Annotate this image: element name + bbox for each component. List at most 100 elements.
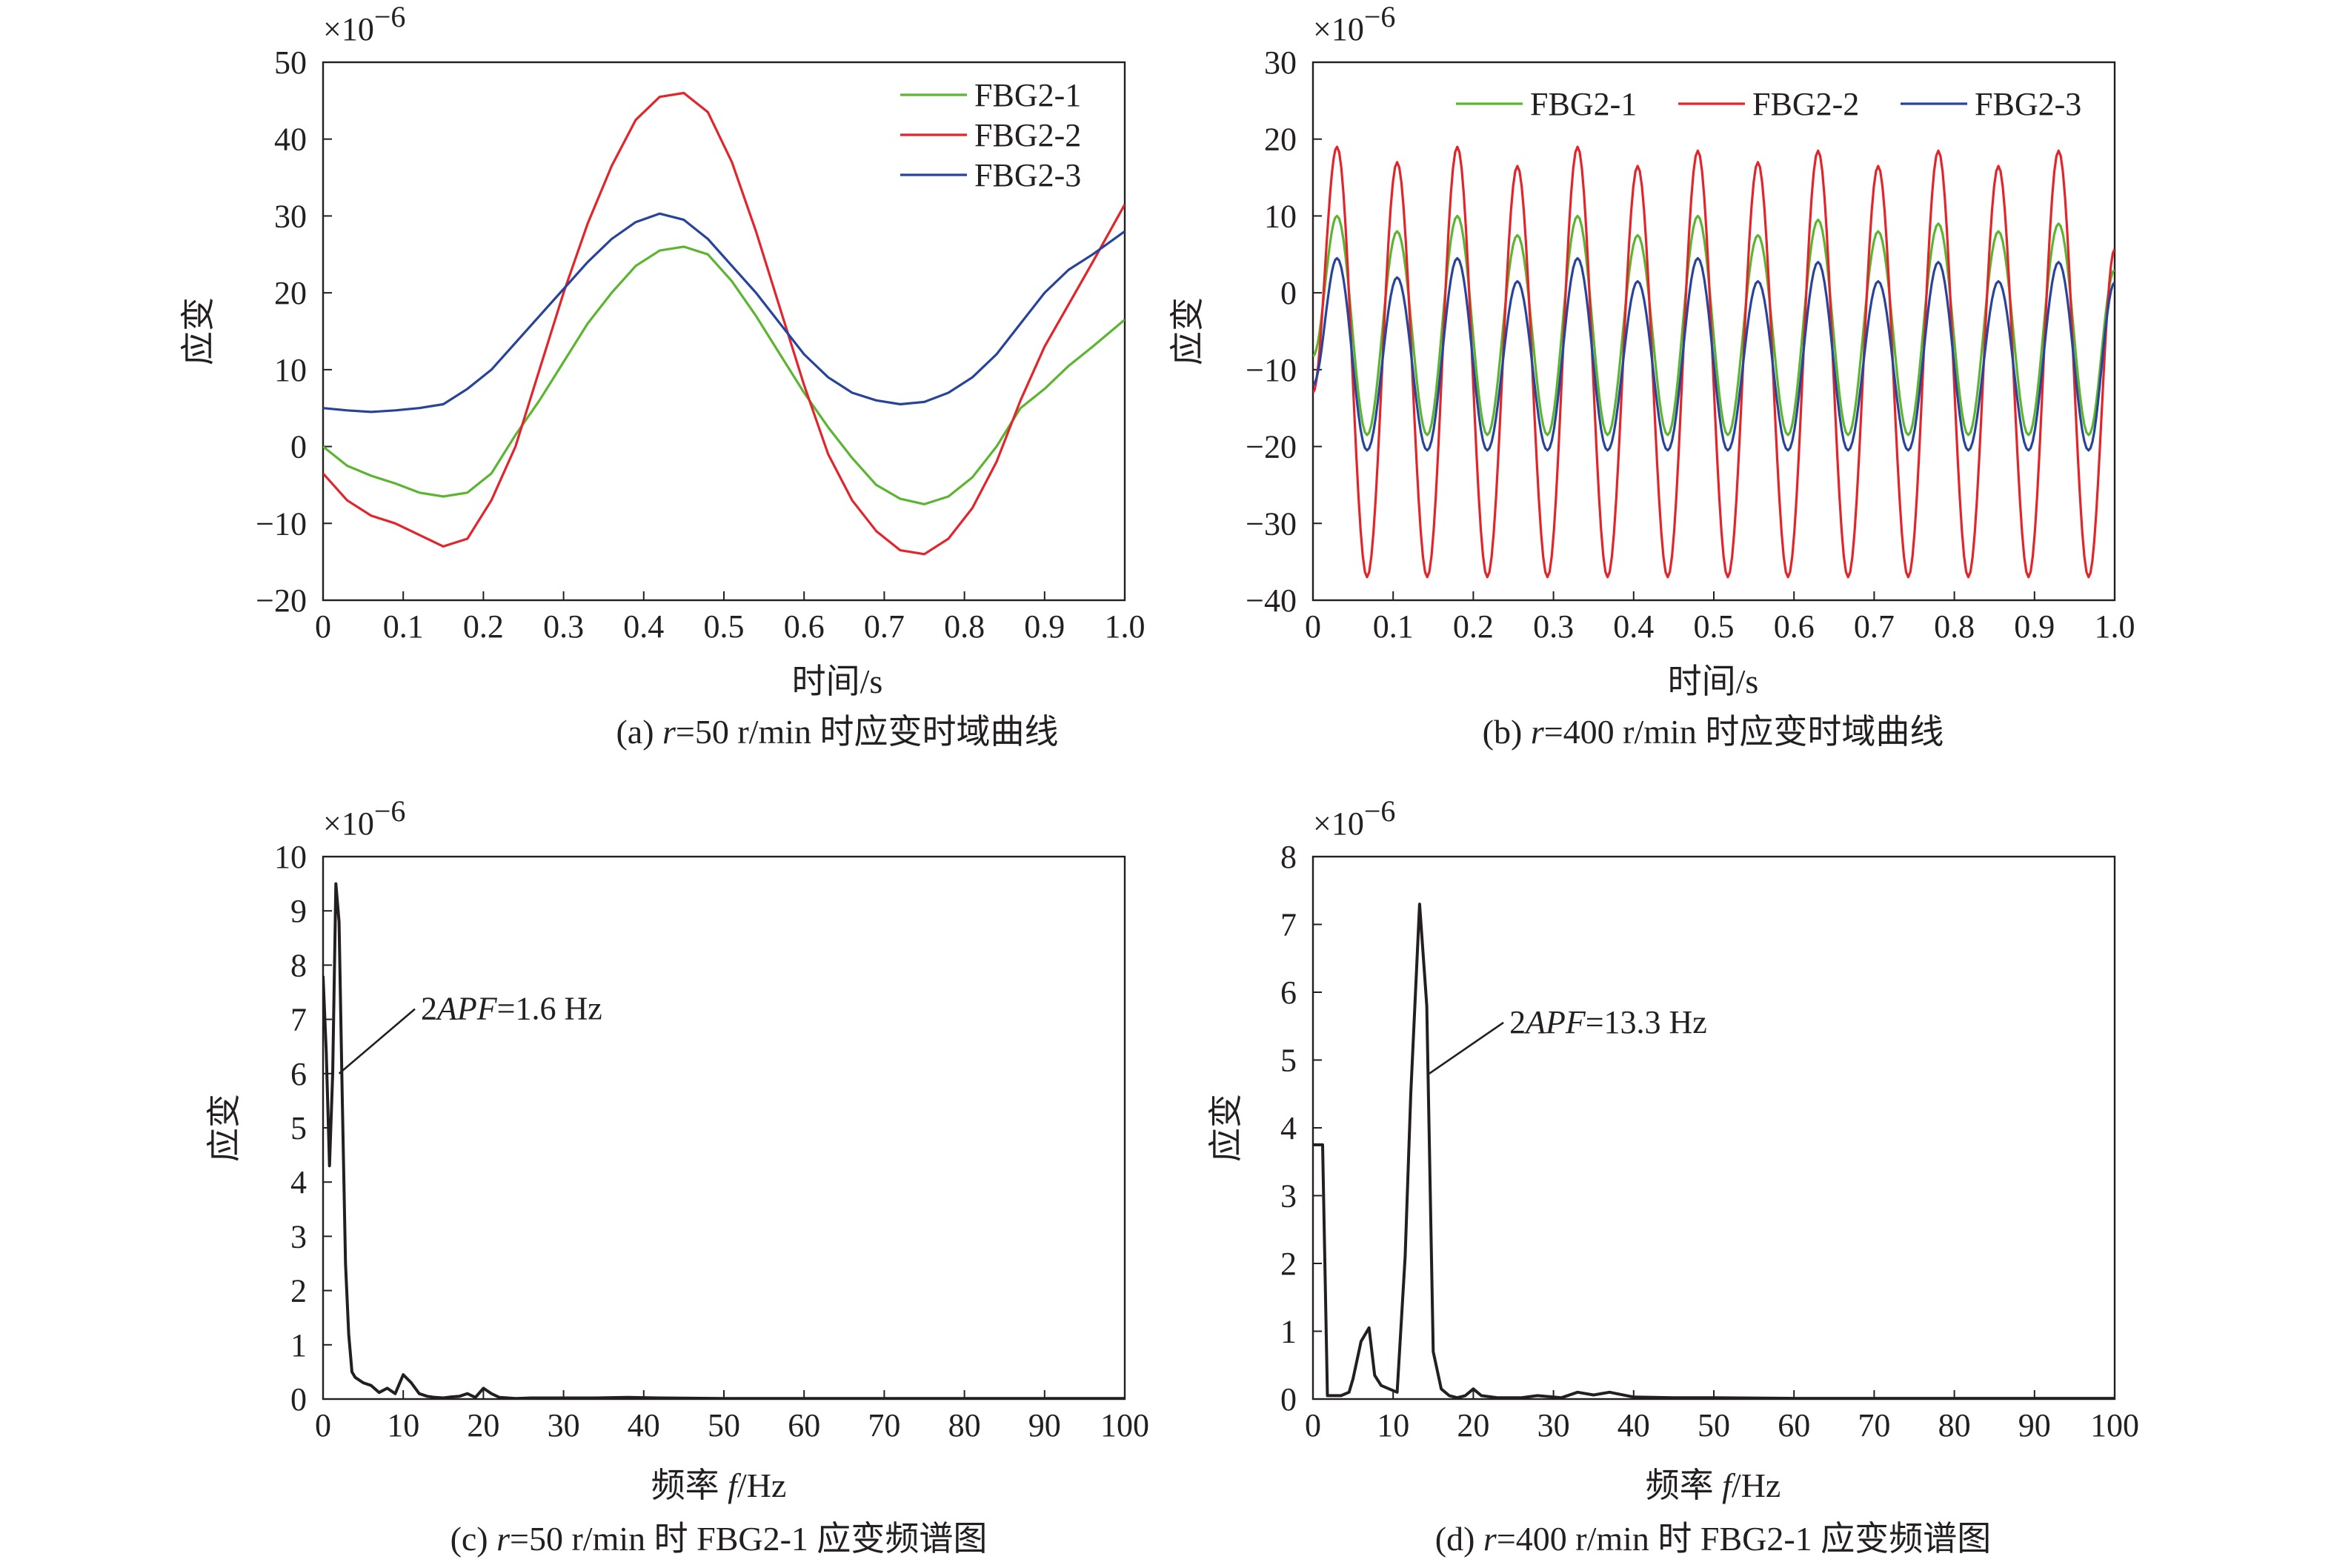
x-tick-label: 60 <box>1778 1407 1810 1444</box>
legend-label: FBG2-2 <box>974 117 1081 153</box>
y-tick-label: 5 <box>290 1110 307 1146</box>
x-tick-label: 80 <box>1938 1407 1971 1444</box>
legend-label: FBG2-1 <box>974 77 1081 113</box>
x-tick-label: 0 <box>1305 1407 1321 1444</box>
y-tick-label: −20 <box>256 582 307 619</box>
x-tick-label: 0.8 <box>1934 608 1975 645</box>
x-tick-label: 40 <box>1617 1407 1650 1444</box>
y-tick-label: 30 <box>274 198 307 234</box>
x-tick-label: 50 <box>1698 1407 1730 1444</box>
x-tick-label: 0.2 <box>1453 608 1494 645</box>
x-tick-label: 0.5 <box>1694 608 1735 645</box>
legend-label: FBG2-3 <box>1975 86 2081 122</box>
y-tick-label: 1 <box>1280 1314 1297 1350</box>
series-line-fbg2-2 <box>323 91 1125 556</box>
y-tick-label: 6 <box>1280 974 1297 1011</box>
x-tick-label: 0.2 <box>463 608 504 645</box>
x-tick-label: 0 <box>315 1407 331 1444</box>
y-tick-label: 0 <box>290 1381 307 1418</box>
y-tick-label: 4 <box>1280 1110 1297 1146</box>
y-tick-label: 6 <box>290 1056 307 1092</box>
chart-panel-c: 0 10 20 30 40 50 60 70 80 90 100 0 1 2 3 4 5 6 7 8 9 10 ×10−6 频… <box>205 794 1149 1558</box>
x-tick-label: 80 <box>948 1407 981 1444</box>
y-tick-label: −20 <box>1246 429 1297 465</box>
y-tick-label: 8 <box>1280 839 1297 875</box>
legend-label: FBG2-2 <box>1752 86 1859 122</box>
x-tick-label: 0.1 <box>383 608 424 645</box>
x-tick-label: 0.3 <box>543 608 584 645</box>
x-tick-label: 0.9 <box>2014 608 2055 645</box>
x-tick-label: 100 <box>1100 1407 1149 1444</box>
y-tick-label: 9 <box>290 893 307 929</box>
y-tick-label: 20 <box>1264 122 1297 158</box>
x-tick-label: 50 <box>708 1407 740 1444</box>
x-tick-label: 0.6 <box>784 608 825 645</box>
x-tick-label: 0.6 <box>1774 608 1815 645</box>
annotation-leader <box>338 1008 416 1074</box>
caption-d: (d) r=400 r/min 时 FBG2-1 应变频谱图 <box>1435 1520 1991 1558</box>
y-exponent-label: ×10−6 <box>323 0 405 47</box>
y-tick-label: 3 <box>1280 1178 1297 1215</box>
y-axis-label: 应变 <box>1207 1094 1245 1162</box>
x-axis-label: 频率 f/Hz <box>651 1466 787 1504</box>
x-tick-label: 60 <box>788 1407 820 1444</box>
y-axis-label: 应变 <box>1168 297 1206 365</box>
x-tick-label: 0.7 <box>864 608 905 645</box>
y-tick-label: 4 <box>290 1164 307 1200</box>
caption-c: (c) r=50 r/min 时 FBG2-1 应变频谱图 <box>450 1520 988 1558</box>
y-tick-label: 10 <box>274 352 307 388</box>
caption-b: (b) r=400 r/min 时应变时域曲线 <box>1483 713 1944 751</box>
y-tick-label: 7 <box>290 1002 307 1038</box>
y-axis-label: 应变 <box>179 297 217 365</box>
x-tick-label: 0.4 <box>1613 608 1654 645</box>
x-tick-label: 0.8 <box>944 608 985 645</box>
y-tick-label: −40 <box>1246 582 1297 619</box>
series-line-fbg2-3 <box>323 212 1125 413</box>
y-tick-label: −10 <box>1246 352 1297 388</box>
y-tick-label: −10 <box>256 505 307 542</box>
x-tick-label: 10 <box>1377 1407 1409 1444</box>
y-tick-label: 8 <box>290 947 307 983</box>
y-tick-label: 20 <box>274 275 307 311</box>
annotation-leader <box>1429 1021 1504 1074</box>
y-tick-label: −30 <box>1246 505 1297 542</box>
x-axis-label: 时间/s <box>1668 662 1759 700</box>
x-tick-label: 40 <box>628 1407 660 1444</box>
annotation-label: 2APF=13.3 Hz <box>1509 1004 1707 1040</box>
chart-panel-d: 0 10 20 30 40 50 60 70 80 90 100 0 1 2 3 4 5 6 7 8 ×10−6 频率 f… <box>1207 794 2139 1558</box>
x-tick-label: 20 <box>467 1407 499 1444</box>
y-tick-label: 7 <box>1280 907 1297 943</box>
y-exponent-label: ×10−6 <box>1313 794 1395 842</box>
x-tick-label: 90 <box>2018 1407 2051 1444</box>
y-axis-label: 应变 <box>205 1094 243 1162</box>
y-tick-label: 5 <box>1280 1043 1297 1079</box>
x-tick-label: 100 <box>2090 1407 2139 1444</box>
x-tick-label: 30 <box>548 1407 580 1444</box>
legend-label: FBG2-3 <box>974 157 1081 193</box>
y-exponent-label: ×10−6 <box>1313 0 1395 47</box>
y-tick-label: 1 <box>290 1327 307 1363</box>
series-line-fbg2-1 <box>323 882 1125 1399</box>
x-tick-label: 1.0 <box>1105 608 1146 645</box>
x-tick-label: 20 <box>1457 1407 1489 1444</box>
x-tick-label: 70 <box>868 1407 900 1444</box>
x-tick-label: 0.4 <box>623 608 664 645</box>
y-tick-label: 40 <box>274 122 307 158</box>
y-tick-label: 2 <box>1280 1246 1297 1282</box>
series-line-fbg2-1 <box>323 245 1125 505</box>
y-tick-label: 2 <box>290 1273 307 1309</box>
x-axis-label: 时间/s <box>792 662 883 700</box>
x-tick-label: 10 <box>387 1407 419 1444</box>
x-tick-label: 0.9 <box>1024 608 1065 645</box>
series-line-fbg2-3 <box>1313 256 2115 452</box>
series-line-fbg2-1 <box>1313 903 2115 1399</box>
chart-panel-a: 0 0.1 0.2 0.3 0.4 0.5 0.6 0.7 0.8 0.9 1.0 −20 −10 0 10… <box>179 0 1146 751</box>
x-tick-label: 0 <box>1305 608 1321 645</box>
y-tick-label: 0 <box>290 429 307 465</box>
y-tick-label: 50 <box>274 44 307 81</box>
y-tick-label: 10 <box>274 839 307 875</box>
y-tick-label: 10 <box>1264 198 1297 234</box>
x-tick-label: 0.7 <box>1854 608 1895 645</box>
series-line-fbg2-1 <box>1313 214 2115 436</box>
